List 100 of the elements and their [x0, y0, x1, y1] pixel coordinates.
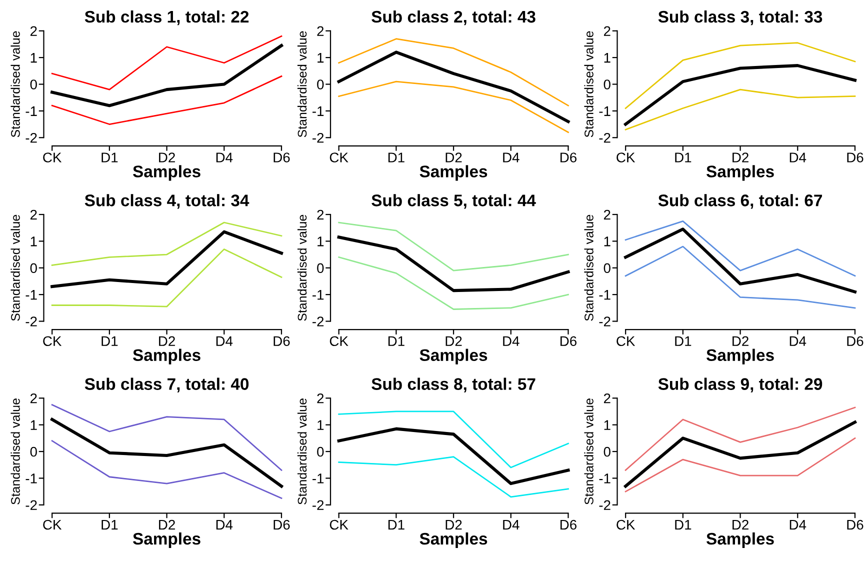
y-axis-title: Standardised value	[584, 398, 594, 504]
line-series	[624, 406, 856, 471]
y-tick-label: 0	[317, 80, 324, 90]
y-tick-label: 2	[317, 210, 324, 220]
line-series	[338, 80, 569, 133]
x-tick-label: D2	[732, 336, 748, 346]
chart-title: Sub class 8, total: 57	[372, 378, 536, 392]
x-axis-title: Samples	[420, 532, 488, 548]
line-series	[624, 220, 856, 277]
x-tick-label: CK	[330, 336, 348, 346]
x-tick-label: D1	[675, 336, 692, 346]
y-tick-label: -1	[312, 290, 324, 300]
y-tick-label: 0	[604, 80, 610, 90]
x-tick-label: D1	[388, 520, 404, 530]
line-series	[50, 230, 284, 288]
y-axis-title: Standardised value	[297, 214, 307, 321]
y-tick-label: -1	[312, 474, 324, 484]
line-series	[338, 256, 569, 310]
x-tick-label: D4	[790, 520, 806, 530]
x-tick-label: CK	[616, 152, 636, 162]
chart-title: Sub class 2, total: 43	[372, 10, 536, 26]
y-axis-title: Standardised value	[297, 31, 307, 138]
y-tick-label: 1	[30, 53, 37, 63]
line-series	[51, 36, 282, 90]
x-tick-label: CK	[616, 520, 636, 530]
chart-title: Sub class 9, total: 29	[658, 378, 822, 392]
y-tick-label: 0	[30, 446, 37, 457]
y-tick-label: -2	[599, 316, 610, 326]
x-tick-label: D4	[216, 152, 233, 162]
x-tick-label: D2	[446, 152, 462, 162]
y-axis-title: Standardised value	[10, 398, 20, 504]
x-tick-label: D1	[102, 336, 118, 346]
line-series	[337, 50, 570, 124]
y-tick-label: -2	[312, 132, 324, 143]
y-axis-title: Standardised value	[10, 214, 20, 321]
y-tick-label: 1	[30, 236, 37, 246]
x-tick-label: D6	[560, 336, 576, 346]
line-series	[51, 404, 282, 471]
y-tick-label: -1	[599, 106, 610, 116]
y-tick-label: -2	[312, 316, 324, 326]
line-series	[338, 222, 569, 272]
chart-title: Sub class 3, total: 33	[658, 10, 822, 26]
chart-title: Sub class 6, total: 67	[658, 194, 822, 209]
x-axis-title: Samples	[132, 348, 200, 364]
y-tick-label: 1	[604, 420, 610, 430]
line-series	[624, 88, 856, 130]
y-tick-label: -2	[26, 132, 37, 143]
line-series	[51, 76, 282, 125]
x-tick-label: D4	[790, 152, 806, 162]
line-series	[51, 222, 282, 266]
y-tick-label: 2	[30, 210, 37, 220]
y-tick-label: -2	[312, 500, 324, 510]
y-tick-label: 2	[604, 210, 610, 220]
y-tick-label: -1	[26, 474, 37, 484]
y-tick-label: -1	[312, 106, 324, 116]
y-axis-title: Standardised value	[10, 31, 20, 138]
line-series	[337, 236, 570, 292]
x-tick-label: D4	[216, 520, 233, 530]
x-tick-label: D4	[503, 520, 520, 530]
x-tick-label: D2	[446, 520, 462, 530]
x-tick-label: D6	[560, 520, 576, 530]
x-tick-label: D1	[102, 152, 118, 162]
x-tick-label: CK	[43, 336, 62, 346]
y-tick-label: 0	[30, 263, 37, 274]
y-tick-label: 2	[604, 393, 610, 404]
y-tick-label: 1	[318, 420, 324, 430]
x-axis-title: Samples	[420, 165, 488, 181]
y-tick-label: -1	[599, 290, 610, 300]
x-tick-label: D6	[847, 152, 864, 162]
y-tick-label: -2	[26, 500, 37, 510]
x-tick-label: D2	[159, 336, 175, 346]
y-tick-label: -2	[599, 500, 610, 510]
y-tick-label: 0	[604, 446, 610, 457]
line-series	[51, 440, 282, 499]
x-tick-label: D1	[388, 336, 404, 346]
x-tick-label: D1	[388, 152, 404, 162]
x-tick-label: CK	[330, 152, 348, 162]
line-series	[50, 418, 284, 488]
y-tick-label: -1	[26, 106, 37, 116]
x-axis-title: Samples	[706, 165, 774, 181]
line-series	[50, 44, 284, 108]
y-tick-label: -1	[26, 290, 37, 300]
y-tick-label: 0	[604, 263, 610, 274]
y-tick-label: 2	[317, 393, 324, 404]
y-tick-label: -2	[26, 316, 37, 326]
x-axis-title: Samples	[132, 532, 200, 548]
x-tick-label: D1	[102, 520, 118, 530]
line-series	[338, 456, 569, 498]
x-tick-label: D1	[675, 520, 692, 530]
y-tick-label: -2	[599, 132, 610, 143]
y-tick-label: 2	[317, 26, 324, 36]
y-tick-label: 1	[318, 53, 324, 63]
y-axis-title: Standardised value	[584, 214, 594, 321]
x-tick-label: D4	[503, 152, 520, 162]
line-series	[338, 38, 569, 106]
line-series	[624, 228, 857, 294]
line-series	[624, 42, 856, 109]
y-tick-label: 1	[604, 236, 610, 246]
x-axis-title: Samples	[420, 348, 488, 364]
chart-title: Sub class 7, total: 40	[84, 378, 249, 392]
